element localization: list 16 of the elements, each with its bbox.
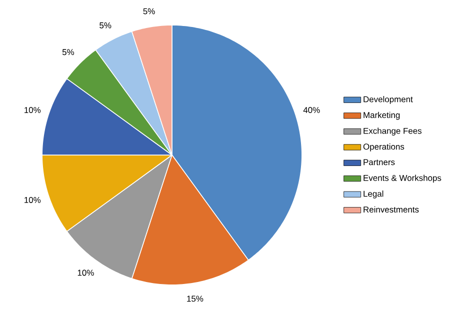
data-label: 5% <box>143 8 155 14</box>
data-label: 10% <box>24 196 41 203</box>
data-label: 5% <box>100 22 112 28</box>
legend-label: Reinvestments <box>364 206 419 213</box>
legend-label: Events & Workshops <box>364 174 442 183</box>
legend-label: Partners <box>364 159 395 166</box>
legend-label: Development <box>364 96 413 104</box>
data-label: 10% <box>24 107 41 114</box>
data-label: 40% <box>303 107 320 114</box>
data-label: 5% <box>62 49 74 56</box>
legend-label: Legal <box>364 190 384 198</box>
legend-label: Operations <box>363 143 404 152</box>
legend-label: Marketing <box>364 112 400 120</box>
data-label: 15% <box>187 296 204 302</box>
data-label: 10% <box>78 270 94 276</box>
legend-label: Exchange Fees <box>364 128 422 136</box>
